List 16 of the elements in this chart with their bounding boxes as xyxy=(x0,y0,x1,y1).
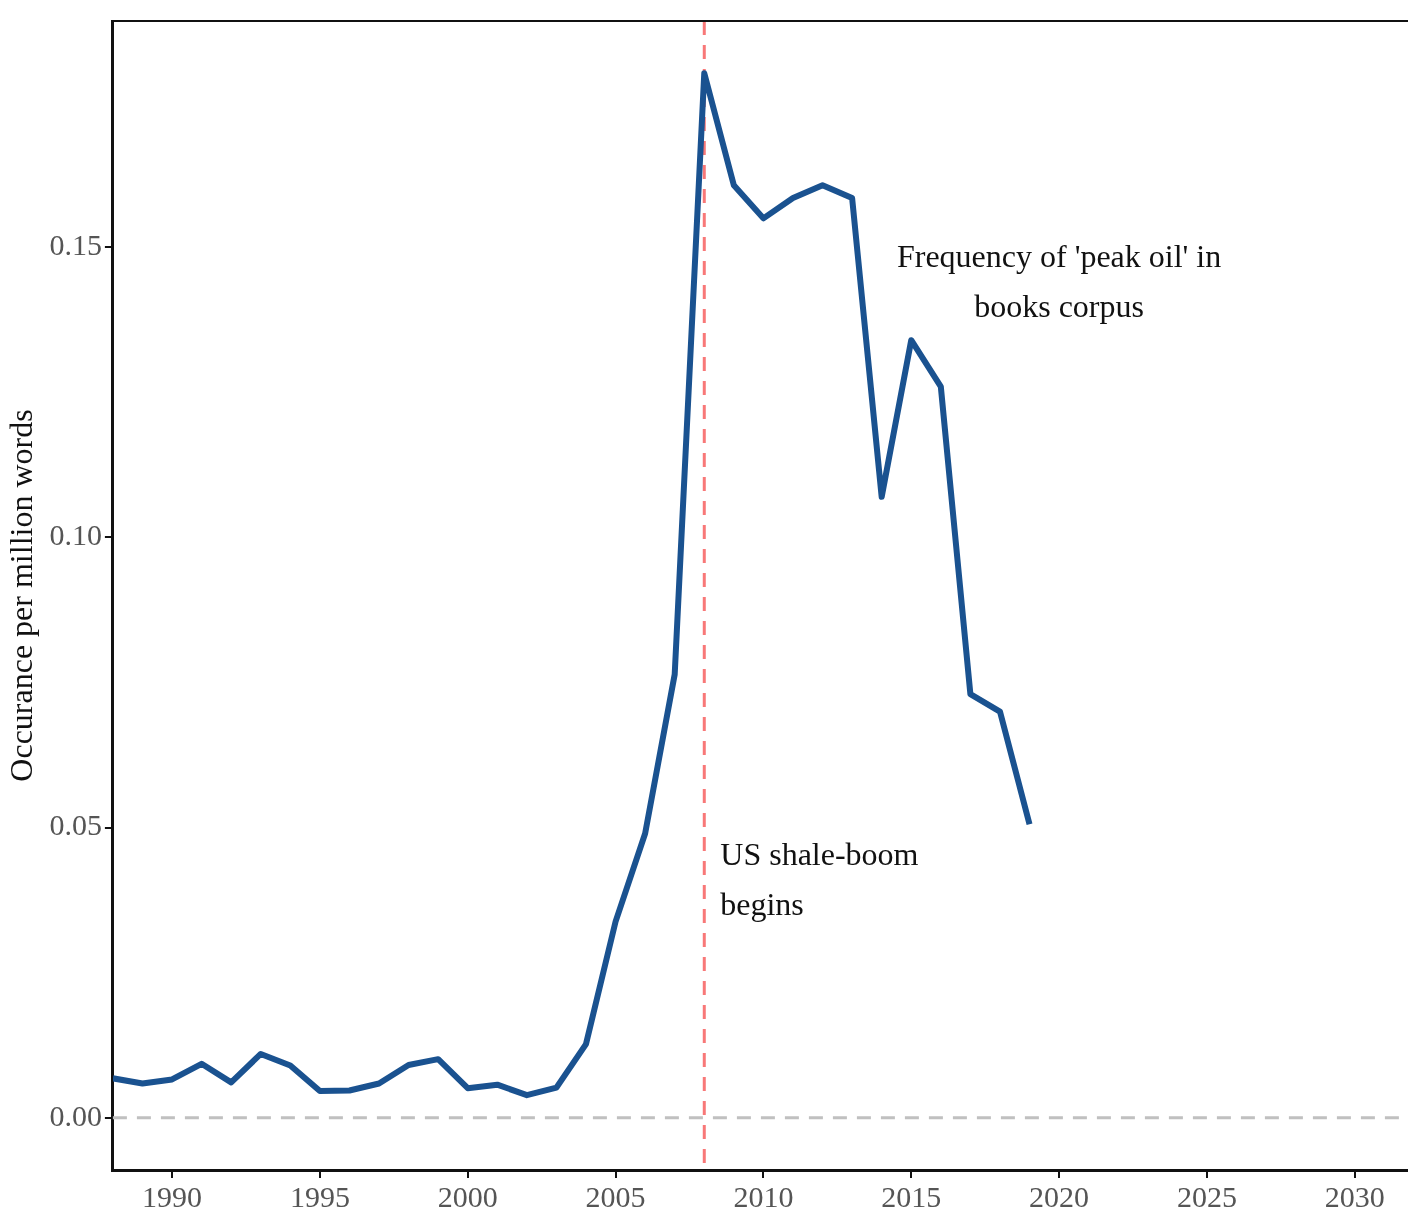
x-tick-label: 1995 xyxy=(289,1179,350,1213)
x-tick-label: 2005 xyxy=(585,1179,646,1213)
series-label: Frequency of 'peak oil' in books corpus xyxy=(896,238,1222,325)
y-tick-label: 0.00 xyxy=(49,1098,102,1132)
y-axis-title: Occurance per million words xyxy=(2,409,39,782)
y-tick-label: 0.15 xyxy=(49,228,102,262)
x-tick-label: 2015 xyxy=(881,1179,942,1213)
x-tick-label: 2010 xyxy=(733,1179,794,1213)
x-tick-label: 2030 xyxy=(1324,1179,1385,1213)
x-tick-label: 1990 xyxy=(142,1179,203,1213)
y-tick-label: 0.10 xyxy=(49,518,102,552)
x-tick-label: 2000 xyxy=(437,1179,498,1213)
y-tick-label: 0.05 xyxy=(49,808,102,842)
x-tick-label: 2020 xyxy=(1029,1179,1090,1213)
x-tick-label: 2025 xyxy=(1176,1179,1237,1213)
ref-line-label: US shale-boom begins xyxy=(720,836,919,923)
